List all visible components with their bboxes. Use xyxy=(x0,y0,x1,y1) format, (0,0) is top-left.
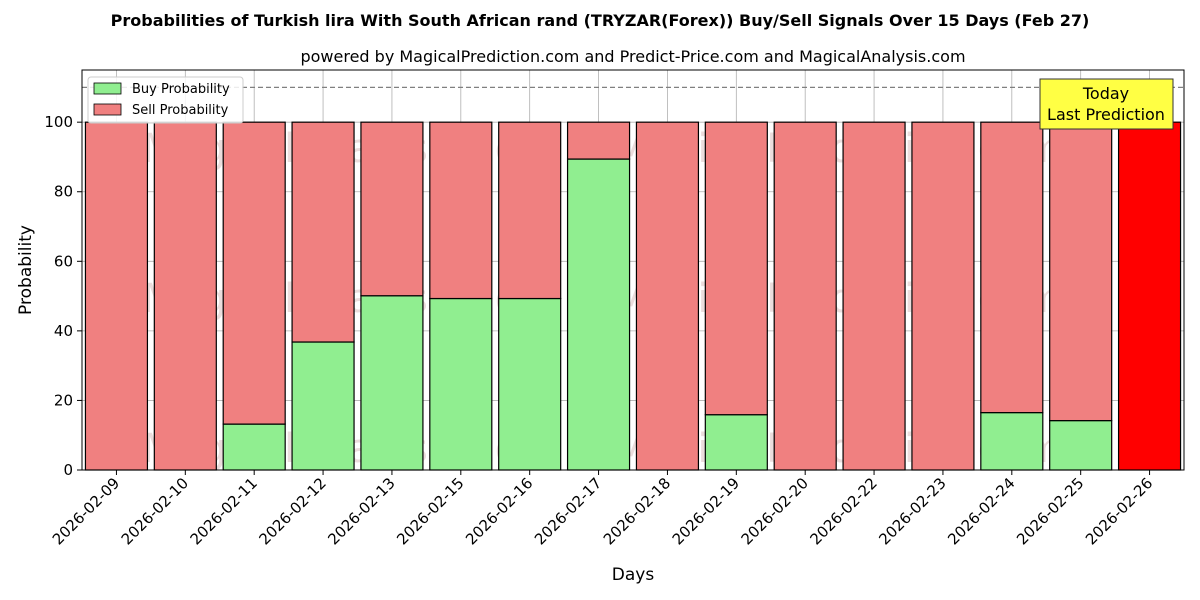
bar-sell xyxy=(429,121,493,300)
x-tick-label: 2026-02-17 xyxy=(531,474,605,548)
bar-sell xyxy=(291,121,355,343)
x-tick-label: 2026-02-11 xyxy=(187,474,261,548)
bar-buy xyxy=(498,297,562,471)
legend-label: Buy Probability xyxy=(132,82,230,97)
bar-buy xyxy=(704,414,768,471)
x-tick-label: 2026-02-25 xyxy=(1013,474,1087,548)
bar-sell xyxy=(498,121,562,300)
bar-buy xyxy=(429,297,493,471)
bar-sell xyxy=(911,121,975,471)
x-tick-label: 2026-02-20 xyxy=(738,474,812,548)
chart-subtitle: powered by MagicalPrediction.com and Pre… xyxy=(300,47,965,66)
bar-sell xyxy=(635,121,700,471)
legend-swatch xyxy=(93,103,122,116)
bar-sell xyxy=(360,121,424,297)
bars xyxy=(84,121,1182,471)
y-axis-ticks: 0 20 40 60 80 100 xyxy=(44,113,82,479)
legend-label: Sell Probability xyxy=(132,103,229,118)
today-annotation: Today Last Prediction xyxy=(1039,78,1174,130)
bar-buy xyxy=(360,295,424,471)
legend-box xyxy=(87,76,244,124)
bar-sell xyxy=(84,121,149,471)
annotation-text: Last Prediction xyxy=(1047,105,1165,124)
y-tick-label: 100 xyxy=(44,113,73,131)
x-tick-label: 2026-02-09 xyxy=(49,474,123,548)
x-tick-label: 2026-02-10 xyxy=(118,474,192,548)
bar-sell xyxy=(1049,121,1113,422)
legend: Buy Probability Sell Probability xyxy=(87,76,244,124)
y-axis-label: Probability xyxy=(16,225,36,315)
y-tick-label: 80 xyxy=(54,183,73,201)
x-tick-label: 2026-02-12 xyxy=(256,474,330,548)
y-tick-label: 20 xyxy=(54,391,73,409)
bar-buy xyxy=(291,341,355,471)
x-tick-label: 2026-02-24 xyxy=(944,474,1018,548)
chart-title: Probabilities of Turkish lira With South… xyxy=(111,11,1090,30)
bar-sell xyxy=(980,121,1044,414)
bar-sell-highlight xyxy=(1117,121,1182,471)
bar-buy xyxy=(980,412,1044,471)
bar-sell xyxy=(704,121,768,416)
bar-sell xyxy=(773,121,837,471)
x-tick-label: 2026-02-18 xyxy=(600,474,674,548)
x-axis-label: Days xyxy=(612,565,655,585)
x-tick-label: 2026-02-15 xyxy=(393,474,467,548)
x-axis-ticks: 2026-02-092026-02-102026-02-112026-02-12… xyxy=(49,470,1156,548)
x-tick-label: 2026-02-19 xyxy=(669,474,743,548)
x-tick-label: 2026-02-22 xyxy=(807,474,881,548)
bar-sell xyxy=(566,121,631,160)
bar-sell xyxy=(153,121,217,471)
bar-sell xyxy=(222,121,286,425)
x-tick-label: 2026-02-16 xyxy=(462,474,536,548)
y-tick-label: 60 xyxy=(54,252,73,270)
x-tick-label: 2026-02-26 xyxy=(1082,474,1156,548)
bar-buy xyxy=(566,158,631,471)
bar-buy xyxy=(1049,420,1113,471)
legend-swatch xyxy=(93,82,122,95)
x-tick-label: 2026-02-13 xyxy=(324,474,398,548)
annotation-text: Today xyxy=(1082,84,1129,103)
plot-frame xyxy=(81,69,1185,471)
bar-buy xyxy=(222,423,286,471)
y-tick-label: 40 xyxy=(54,322,73,340)
annotation-box xyxy=(1039,78,1174,130)
y-tick-label: 0 xyxy=(63,461,73,479)
bar-sell xyxy=(842,121,906,471)
x-tick-label: 2026-02-23 xyxy=(875,474,949,548)
